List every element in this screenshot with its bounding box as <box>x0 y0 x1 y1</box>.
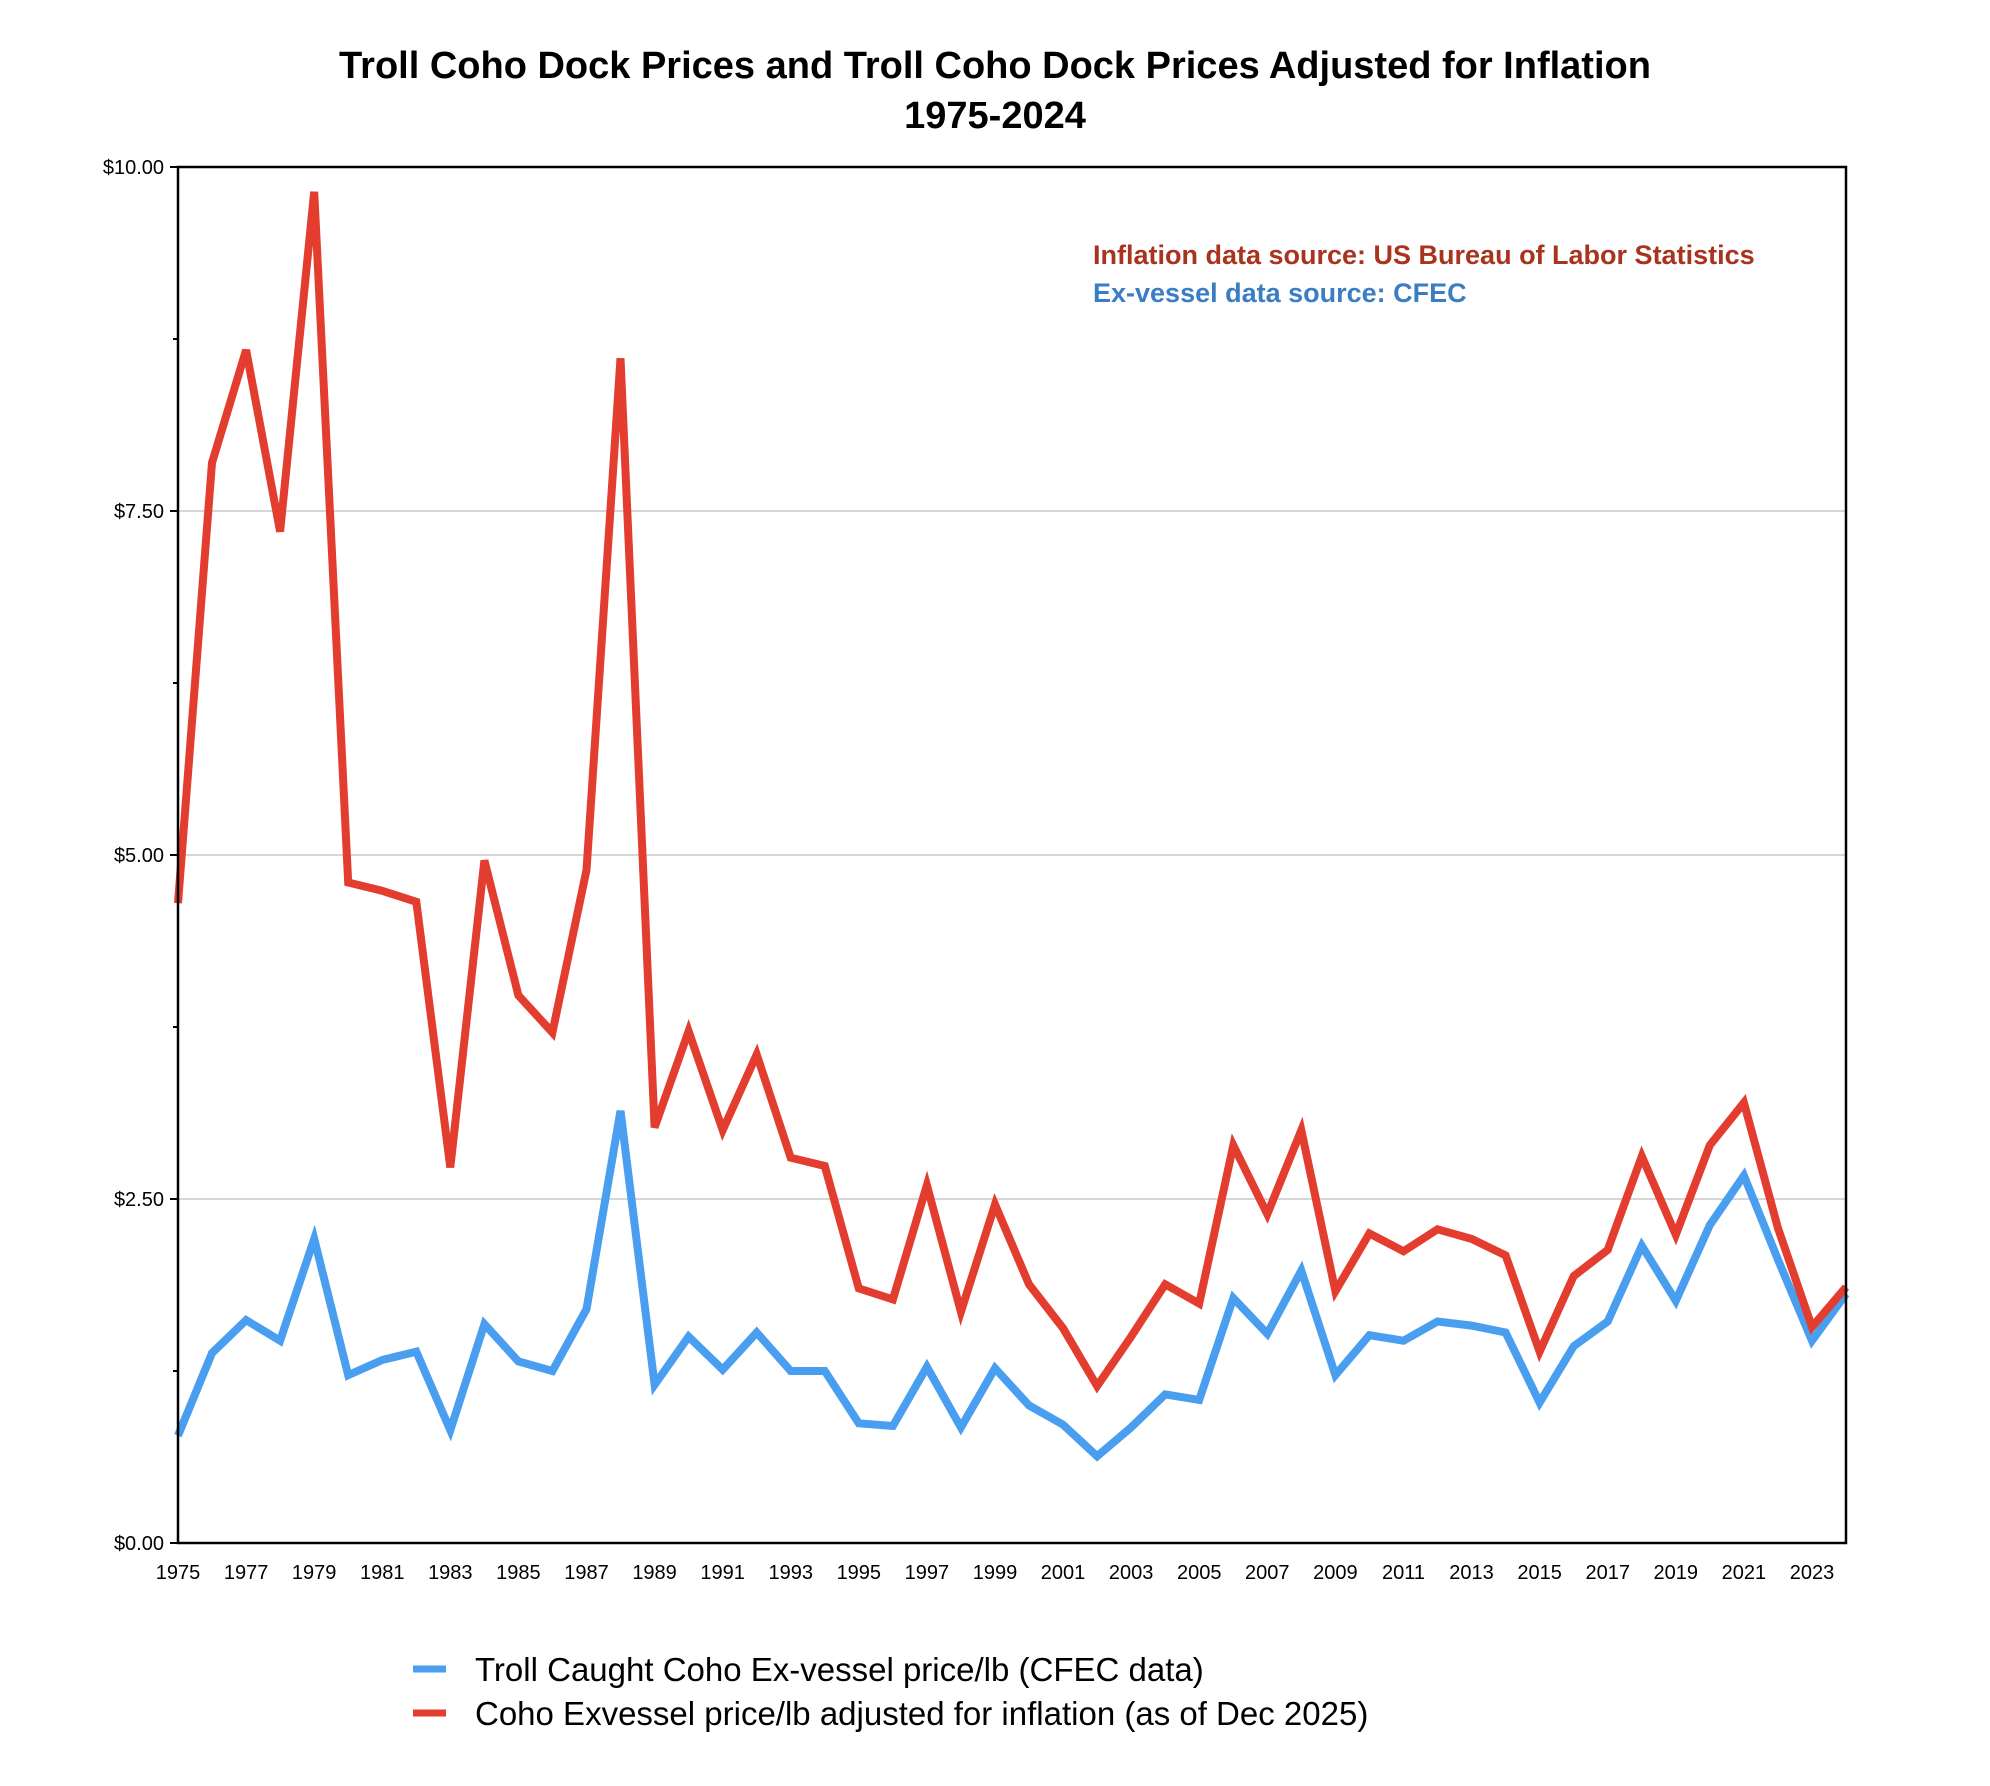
x-tick-label: 1981 <box>360 1562 405 1584</box>
x-tick-label: 1995 <box>837 1562 882 1584</box>
x-tick-label: 2011 <box>1382 1562 1425 1584</box>
gridlines <box>178 510 1846 1200</box>
chart-subtitle: 1975-2024 <box>904 95 1086 137</box>
x-tick-label: 1993 <box>768 1562 813 1584</box>
x-tick-label: 2019 <box>1654 1562 1699 1584</box>
x-tick-label: 1997 <box>905 1562 950 1584</box>
x-tick-label: 2005 <box>1177 1562 1222 1584</box>
y-tick-label: $5.00 <box>114 845 164 867</box>
y-tick-label: $10.00 <box>103 157 164 179</box>
x-tick-label: 2013 <box>1449 1562 1494 1584</box>
x-tick-label: 2007 <box>1245 1562 1290 1584</box>
plot-frame <box>176 165 1848 1545</box>
x-tick-label: 1989 <box>632 1562 677 1584</box>
x-tick-label: 1991 <box>700 1562 745 1584</box>
exvessel-source-note: Ex-vessel data source: CFEC <box>1093 278 1467 308</box>
x-tick-label: 2021 <box>1722 1562 1767 1584</box>
x-tick-label: 1983 <box>428 1562 473 1584</box>
inflation-source-note: Inflation data source: US Bureau of Labo… <box>1093 240 1755 270</box>
x-axis: 1975 1977 1979 1981 1983 1985 1987 1989 1991 1993… <box>156 1562 1834 1584</box>
x-tick-label: 1987 <box>564 1562 609 1584</box>
y-axis: $0.00 $2.50 $5.00 $7.50 $10.00 <box>103 157 178 1555</box>
x-tick-label: 1979 <box>292 1562 337 1584</box>
chart-title: Troll Coho Dock Prices and Troll Coho Do… <box>339 45 1651 87</box>
series-line-1 <box>174 191 1850 1394</box>
legend: Troll Caught Coho Ex-vessel price/lb (CF… <box>413 1651 1368 1732</box>
x-tick-label: 1985 <box>496 1562 541 1584</box>
y-tick-label: $0.00 <box>114 1533 164 1555</box>
x-tick-label: 2009 <box>1313 1562 1358 1584</box>
x-tick-label: 1999 <box>973 1562 1018 1584</box>
x-tick-label: 1977 <box>224 1562 269 1584</box>
legend-label-exvessel: Troll Caught Coho Ex-vessel price/lb (CF… <box>475 1651 1204 1688</box>
y-tick-label: $2.50 <box>114 1189 164 1211</box>
series-line-0 <box>174 1110 1850 1462</box>
x-tick-label: 2017 <box>1585 1562 1630 1584</box>
x-tick-label: 2015 <box>1517 1562 1562 1584</box>
x-tick-label: 1975 <box>156 1562 201 1584</box>
x-tick-label: 2001 <box>1041 1562 1086 1584</box>
x-tick-label: 2003 <box>1109 1562 1154 1584</box>
legend-label-inflation: Coho Exvessel price/lb adjusted for infl… <box>475 1695 1368 1732</box>
series-lines <box>174 191 1850 1462</box>
x-tick-label: 2023 <box>1790 1562 1835 1584</box>
y-tick-label: $7.50 <box>114 501 164 523</box>
